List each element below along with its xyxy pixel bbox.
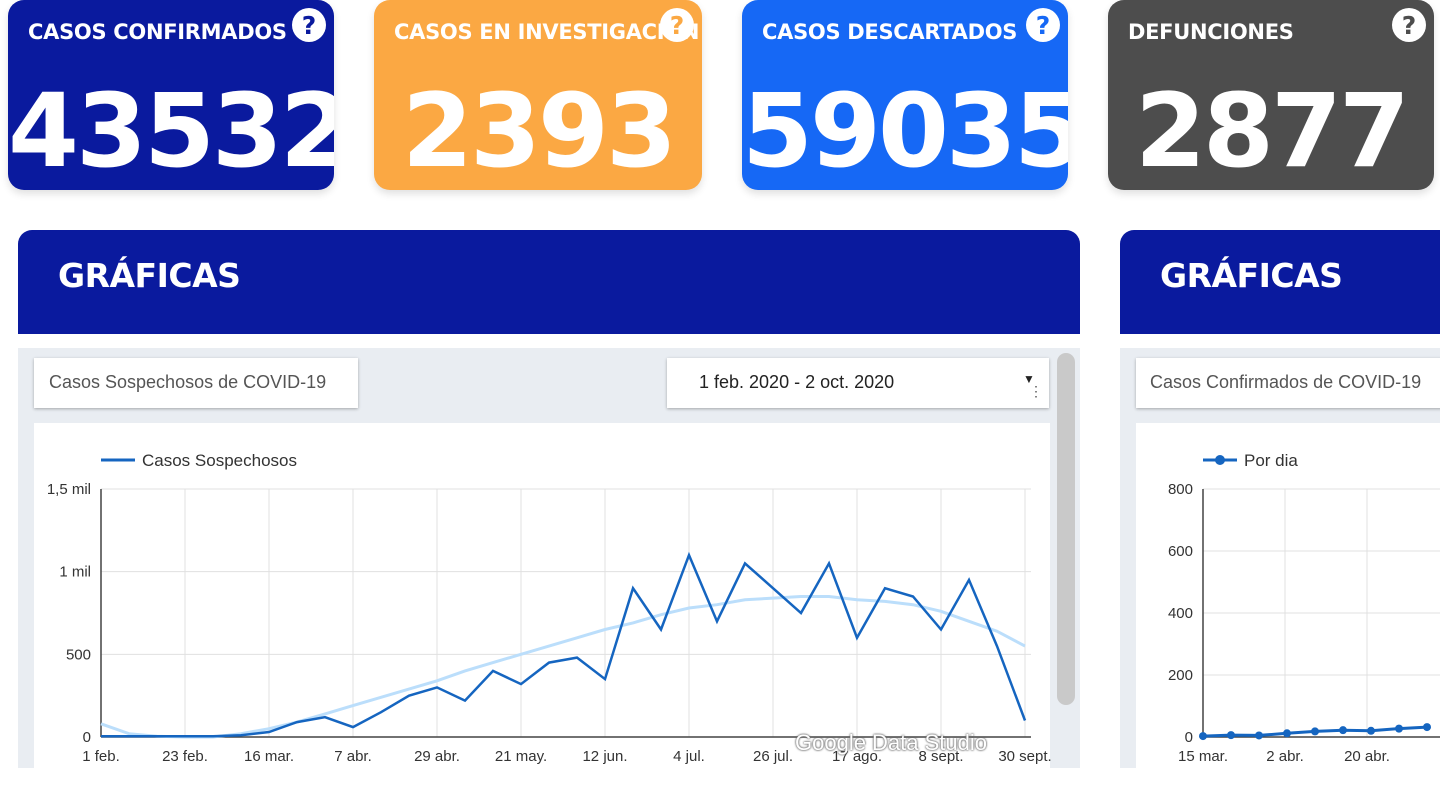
x-tick-label: 8 sept. (918, 748, 963, 765)
x-tick-label: 2 abr. (1266, 748, 1304, 765)
x-tick-label: 20 abr. (1344, 748, 1390, 765)
x-tick-label: 29 abr. (414, 748, 460, 765)
y-tick-label: 400 (1168, 605, 1193, 622)
y-tick-label: 1,5 mil (47, 481, 91, 498)
kpi-confirmados-card: CASOS CONFIRMADOS ? 43532 (8, 0, 334, 190)
section-title: GRÁFICAS (1160, 256, 1343, 295)
left-chart-panel: Casos Sospechosos de COVID-19 1 feb. 202… (18, 348, 1080, 768)
panel-scrollbar[interactable] (1057, 353, 1075, 705)
x-tick-label: 17 ago. (832, 748, 882, 765)
section-header-right: GRÁFICAS (1120, 230, 1440, 334)
kpi-title: CASOS CONFIRMADOS (28, 20, 287, 44)
kpi-investigacion-card: CASOS EN INVESTIGACIÓN ? 2393 (374, 0, 702, 190)
help-icon[interactable]: ? (292, 8, 326, 42)
series-point (1311, 727, 1319, 736)
x-tick-label: 30 sept. (998, 748, 1051, 765)
help-icon[interactable]: ? (1392, 8, 1426, 42)
trend-line (100, 595, 1026, 739)
more-vertical-icon[interactable]: ⋮ (1029, 383, 1043, 399)
x-tick-label: 15 mar. (1178, 748, 1228, 765)
y-tick-label: 600 (1168, 543, 1193, 560)
x-tick-label: 7 abr. (334, 748, 372, 765)
caret-down-icon[interactable]: ▼ (1023, 372, 1035, 386)
series-point (1283, 729, 1291, 738)
help-icon[interactable]: ? (660, 8, 694, 42)
legend-label: Por dia (1244, 451, 1298, 470)
series-point (1199, 732, 1207, 741)
chart-title: Casos Confirmados de COVID-19 (1150, 372, 1422, 392)
y-tick-label: 1 mil (59, 564, 91, 581)
kpi-title: CASOS DESCARTADOS (762, 20, 1018, 44)
series-point (1367, 726, 1375, 735)
x-tick-label: 4 jul. (673, 748, 705, 765)
series-point (1255, 731, 1263, 740)
kpi-title: DEFUNCIONES (1128, 20, 1294, 44)
kpi-title: CASOS EN INVESTIGACIÓN (394, 20, 700, 44)
x-tick-label: 12 jun. (582, 748, 627, 765)
series-line (101, 551, 1027, 738)
y-tick-label: 800 (1168, 481, 1193, 498)
chart-title-tile: Casos Confirmados de COVID-19 (1136, 358, 1440, 408)
series-point (1423, 723, 1431, 732)
kpi-value: 2877 (1135, 72, 1410, 190)
legend-label: Casos Sospechosos (142, 451, 297, 470)
y-tick-label: 500 (66, 646, 91, 663)
kpi-descartados-card: CASOS DESCARTADOS ? 59035 (742, 0, 1068, 190)
y-tick-label: 200 (1168, 667, 1193, 684)
chart-title: Casos Sospechosos de COVID-19 (49, 372, 327, 392)
date-range-selector[interactable]: 1 feb. 2020 - 2 oct. 2020 ▼ ⋮ (667, 358, 1049, 408)
section-header-left: GRÁFICAS (18, 230, 1080, 334)
suspected-cases-chart: 0 500 1 mil 1,5 mil 1 feb. 23 feb. 16 mar. 7 ab… (47, 451, 1052, 765)
chart-title-tile: Casos Sospechosos de COVID-19 (34, 358, 358, 408)
x-tick-label: 26 jul. (753, 748, 793, 765)
right-chart-panel: Casos Confirmados de COVID-19 (1120, 348, 1440, 768)
x-tick-label: 1 feb. (82, 748, 120, 765)
date-range-label: 1 feb. 2020 - 2 oct. 2020 (699, 372, 895, 392)
watermark: Google Data Studio (795, 730, 988, 755)
section-title: GRÁFICAS (58, 256, 241, 295)
series-point (1227, 731, 1235, 740)
x-tick-label: 21 may. (495, 748, 547, 765)
x-tick-label: 23 feb. (162, 748, 208, 765)
legend-marker (1215, 455, 1225, 465)
y-tick-label: 0 (1185, 729, 1193, 746)
help-icon[interactable]: ? (1026, 8, 1060, 42)
kpi-value: 43532 (8, 72, 334, 190)
kpi-defunciones-card: DEFUNCIONES ? 2877 (1108, 0, 1434, 190)
kpi-value: 59035 (742, 72, 1068, 190)
series-point (1339, 726, 1347, 735)
chart-card (1136, 423, 1440, 768)
x-tick-label: 16 mar. (244, 748, 294, 765)
kpi-value: 2393 (402, 72, 677, 190)
y-tick-label: 0 (83, 729, 91, 746)
series-point (1395, 724, 1403, 733)
